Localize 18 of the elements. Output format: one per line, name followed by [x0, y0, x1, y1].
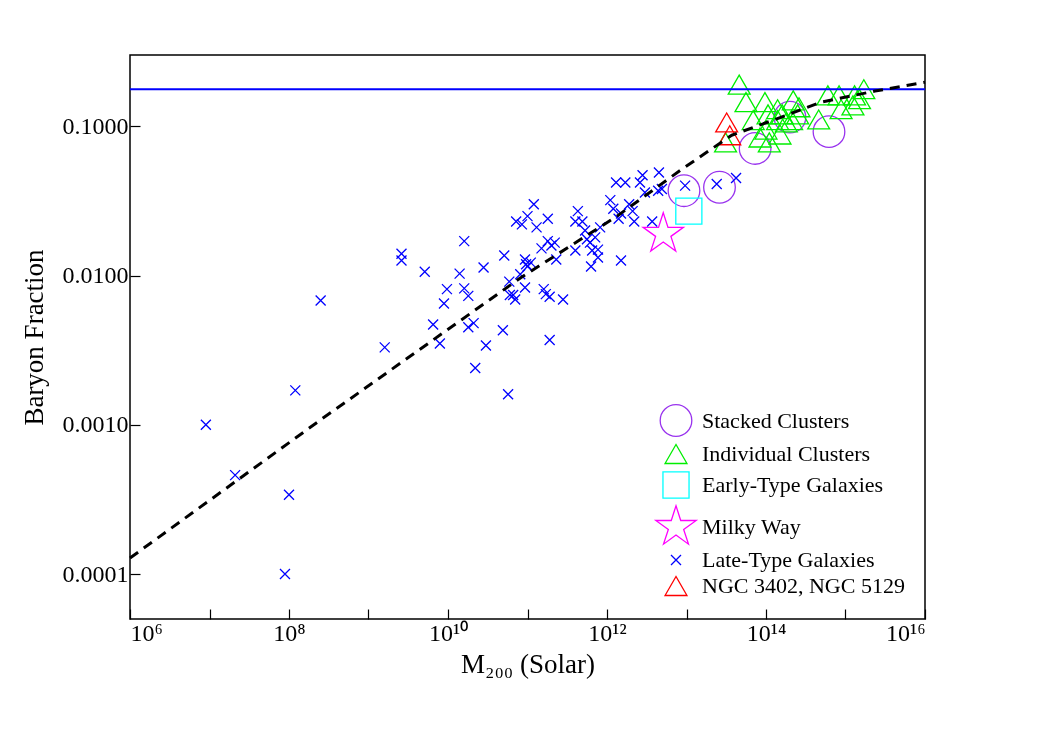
legend-label: Individual Clusters — [702, 441, 871, 466]
y-axis-title: Baryon Fraction — [18, 248, 49, 426]
legend-label: Milky Way — [702, 514, 801, 539]
x-axis-title: M₂₀₀ (Solar) — [461, 648, 595, 679]
x-tick-label: 10¹⁴ — [746, 619, 787, 646]
x-tick-label: 10¹² — [588, 619, 627, 646]
legend-label: Stacked Clusters — [702, 407, 850, 433]
legend-label: Late-Type Galaxies — [702, 547, 875, 572]
y-tick-label: 0.1000 — [62, 112, 129, 139]
x-tick-label: 10⁸ — [273, 619, 306, 646]
x-tick-label: 10¹⁰ — [428, 619, 469, 646]
y-tick-label: 0.0001 — [62, 560, 129, 587]
x-tick-label: 10⁶ — [130, 619, 163, 646]
y-tick-label: 0.0100 — [62, 262, 129, 288]
y-tick-label: 0.0010 — [62, 411, 129, 438]
x-tick-label: 10¹⁶ — [885, 619, 926, 646]
legend-label: Early-Type Galaxies — [702, 472, 884, 497]
legend-label: NGC 3402, NGC 5129 — [702, 573, 905, 598]
